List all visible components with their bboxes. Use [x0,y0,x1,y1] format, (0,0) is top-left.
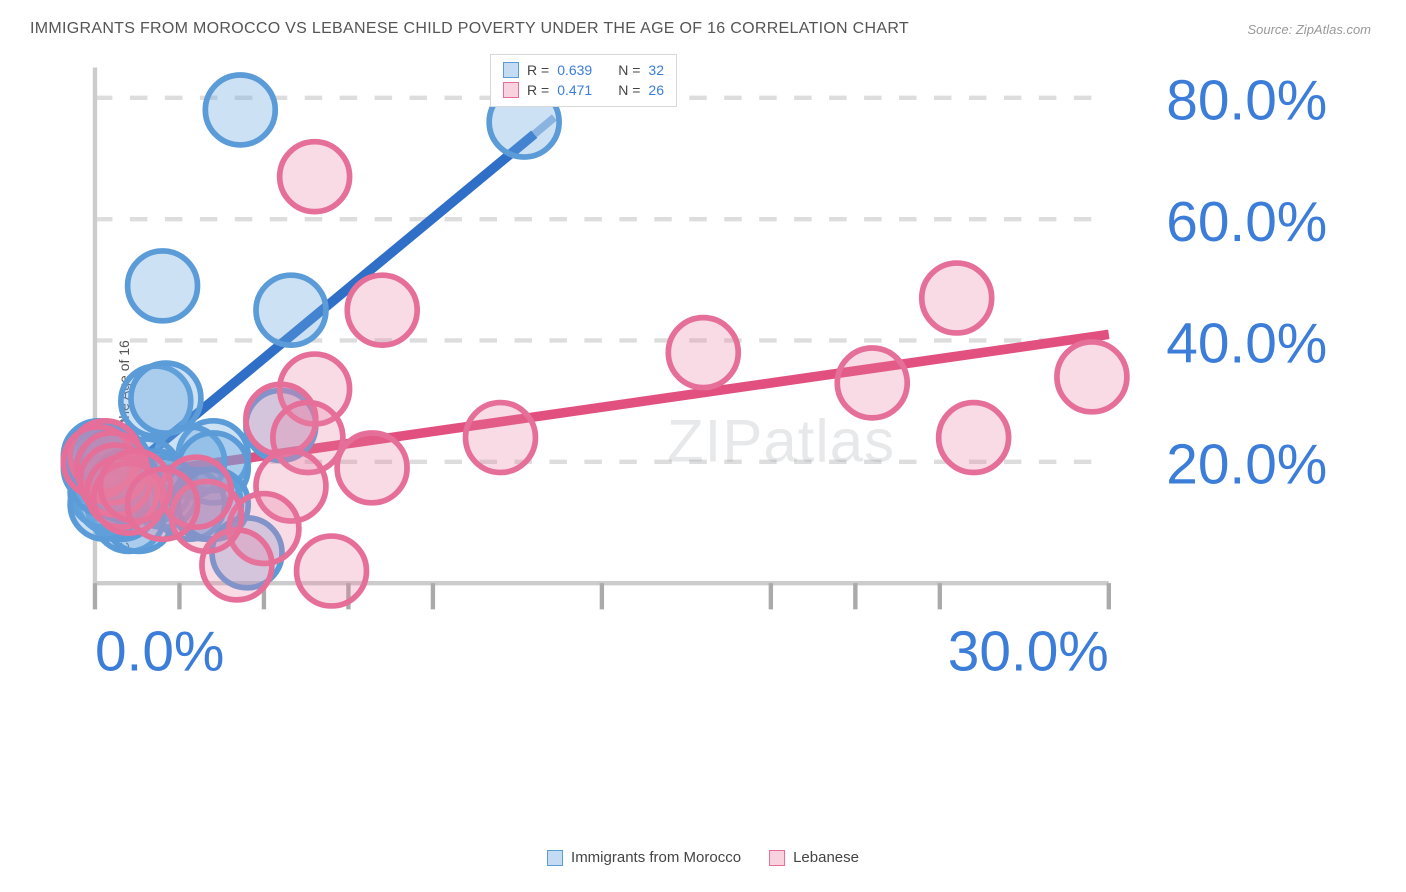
r-label: R = [527,82,549,98]
chart-container: IMMIGRANTS FROM MOROCCO VS LEBANESE CHIL… [0,0,1406,892]
scatter-plot-svg: 20.0% 40.0% 60.0% 80.0% 0.0% 30.0% [60,50,1371,706]
stats-legend-box: R = 0.639 N = 32 R = 0.471 N = 26 [490,54,677,107]
svg-text:80.0%: 80.0% [1166,70,1327,133]
svg-text:40.0%: 40.0% [1166,312,1327,375]
r-label: R = [527,62,549,78]
r-value-morocco: 0.639 [557,62,592,78]
legend-item-morocco: Immigrants from Morocco [547,849,741,866]
chart-title: IMMIGRANTS FROM MOROCCO VS LEBANESE CHIL… [30,20,1376,38]
r-value-lebanese: 0.471 [557,82,592,98]
svg-text:0.0%: 0.0% [95,621,224,684]
legend-item-lebanese: Lebanese [769,849,859,866]
swatch-blue-icon [503,62,519,78]
bottom-legend: Immigrants from Morocco Lebanese [547,849,859,866]
svg-text:20.0%: 20.0% [1166,434,1327,497]
plot-area: 20.0% 40.0% 60.0% 80.0% 0.0% 30.0% R = 0.639 … [60,50,1371,832]
svg-text:60.0%: 60.0% [1166,191,1327,254]
svg-text:30.0%: 30.0% [948,621,1109,684]
source-attribution: Source: ZipAtlas.com [1247,22,1371,37]
swatch-pink-icon [503,82,519,98]
stats-row-morocco: R = 0.639 N = 32 [503,60,664,80]
swatch-pink-icon [769,850,785,866]
stats-row-lebanese: R = 0.471 N = 26 [503,80,664,100]
n-value-lebanese: 26 [648,82,664,98]
legend-label-lebanese: Lebanese [793,849,859,866]
n-label: N = [618,62,640,78]
n-value-morocco: 32 [648,62,664,78]
legend-label-morocco: Immigrants from Morocco [571,849,741,866]
n-label: N = [618,82,640,98]
swatch-blue-icon [547,850,563,866]
